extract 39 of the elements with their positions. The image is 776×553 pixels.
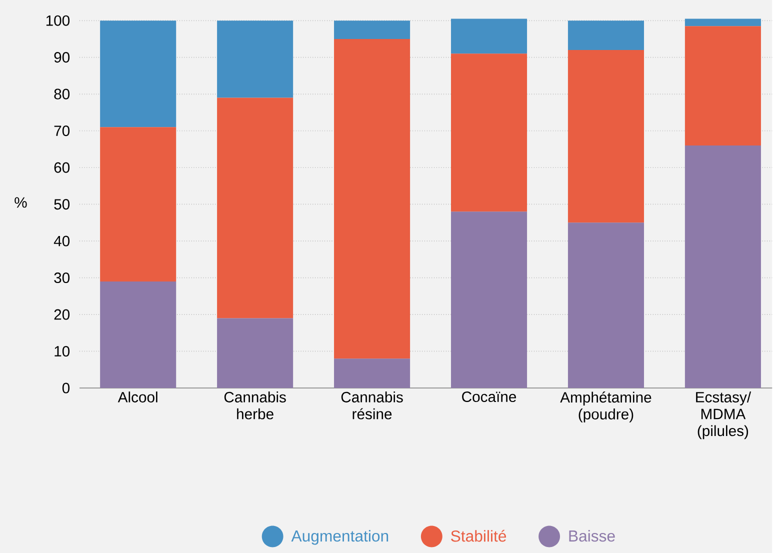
bar <box>100 20 176 128</box>
x-tick-label: Amphétamine (poudre) <box>560 391 652 422</box>
bar <box>450 212 528 388</box>
y-tick-label: 80 <box>54 88 70 100</box>
bar <box>450 18 528 54</box>
bar <box>217 318 294 388</box>
y-tick-label: 20 <box>54 309 70 320</box>
y-tick-label: 0 <box>62 382 70 394</box>
y-tick-label: 90 <box>54 52 70 62</box>
bar <box>568 50 644 223</box>
bar <box>450 54 528 212</box>
bar <box>334 38 410 359</box>
bar <box>684 145 761 388</box>
legend-label: Baisse <box>569 530 615 542</box>
x-tick-label: Cocaïne <box>462 391 516 402</box>
x-tick-label: Alcool <box>118 391 158 402</box>
y-tick-label: 70 <box>54 125 70 136</box>
bar <box>334 20 410 39</box>
bar <box>568 222 644 388</box>
bar <box>100 281 176 388</box>
y-axis-title: % <box>14 197 27 208</box>
x-tick-label: Cannabis herbe <box>224 391 286 420</box>
x-tick-label: Ecstasy/ MDMA (pilules) <box>696 391 752 439</box>
bar <box>217 20 294 98</box>
bar <box>217 98 294 318</box>
bar <box>684 26 761 146</box>
x-tick-label: Cannabis résine <box>341 391 403 420</box>
legend-label: Stabilité <box>451 530 506 542</box>
legend-label: Augmentation <box>291 530 388 545</box>
y-tick-label: 60 <box>54 162 70 173</box>
y-tick-label: 100 <box>46 15 70 26</box>
y-tick-label: 50 <box>54 198 70 210</box>
bar <box>684 18 761 26</box>
y-tick-label: 40 <box>54 236 70 246</box>
y-tick-label: 30 <box>54 272 70 283</box>
y-tick-label: 10 <box>54 346 70 356</box>
bar <box>568 20 644 50</box>
bar <box>334 358 410 388</box>
bar <box>100 127 176 282</box>
